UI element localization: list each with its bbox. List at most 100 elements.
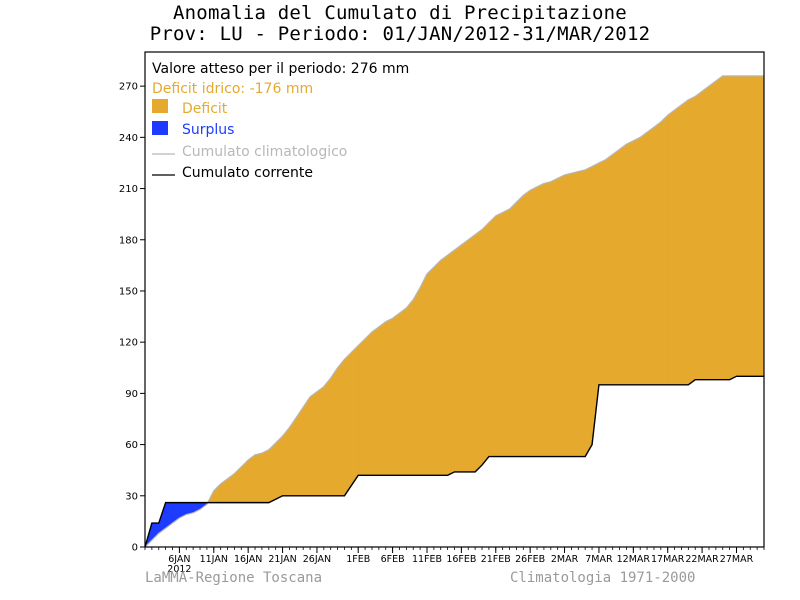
x-tick-label: 12MAR xyxy=(617,554,651,565)
deficit-area xyxy=(667,109,675,386)
deficit-area xyxy=(605,153,613,386)
deficit-area xyxy=(364,331,373,476)
deficit-area xyxy=(674,104,682,386)
deficit-area xyxy=(660,114,669,386)
deficit-area xyxy=(681,99,689,386)
deficit-area xyxy=(254,452,263,503)
deficit-area xyxy=(426,266,435,476)
deficit-area xyxy=(440,254,448,476)
deficit-area xyxy=(639,131,648,386)
deficit-area xyxy=(433,259,442,476)
deficit-area xyxy=(736,75,744,377)
deficit-area xyxy=(399,307,407,476)
deficit-area xyxy=(626,140,634,386)
x-tick-label: 22MAR xyxy=(685,554,719,565)
deficit-area xyxy=(516,194,524,457)
deficit-area xyxy=(392,312,400,476)
deficit-area xyxy=(412,286,421,476)
legend: Valore atteso per il periodo: 276 mm Def… xyxy=(152,61,409,181)
deficit-area xyxy=(220,478,228,503)
deficit-area xyxy=(344,351,352,497)
deficit-area xyxy=(653,121,662,386)
legend-deficit-swatch xyxy=(152,99,168,113)
x-tick-label: 11FEB xyxy=(412,554,442,565)
deficit-area xyxy=(529,186,538,457)
deficit-area xyxy=(247,454,256,503)
deficit-area xyxy=(406,298,414,476)
chart-title: Anomalia del Cumulato di Precipitazione xyxy=(173,2,627,24)
x-tick-label: 27MAR xyxy=(720,554,754,565)
legend-surplus-label: Surplus xyxy=(182,122,234,138)
deficit-area xyxy=(694,90,703,381)
deficit-area xyxy=(330,366,338,497)
deficit-area xyxy=(708,80,717,381)
deficit-area xyxy=(454,244,462,473)
deficit-area xyxy=(646,126,655,386)
deficit-area xyxy=(722,75,730,381)
deficit-area xyxy=(619,143,627,386)
deficit-area xyxy=(323,377,332,497)
deficit-area xyxy=(378,321,387,476)
deficit-area xyxy=(261,449,270,503)
deficit-area xyxy=(474,228,483,473)
deficit-area xyxy=(591,162,600,445)
deficit-area xyxy=(275,435,283,500)
deficit-area xyxy=(564,172,572,457)
y-tick-label: 240 xyxy=(119,133,138,144)
deficit-area xyxy=(557,174,565,457)
deficit-area xyxy=(502,208,510,457)
deficit-area xyxy=(536,182,545,457)
footer-credit: LaMMA-Regione Toscana xyxy=(145,570,323,586)
legend-deficit-text: Deficit idrico: -176 mm xyxy=(152,81,313,97)
y-axis: 0 30 60 90 120 150 180 210 240 270 xyxy=(119,82,145,554)
deficit-area xyxy=(268,442,276,504)
legend-expected-text: Valore atteso per il periodo: 276 mm xyxy=(152,61,409,77)
legend-surplus-swatch xyxy=(152,121,168,135)
x-tick-label: 17MAR xyxy=(651,554,685,565)
deficit-area xyxy=(688,95,696,386)
x-tick-label: 1FEB xyxy=(346,554,370,565)
deficit-area xyxy=(749,75,758,377)
deficit-area xyxy=(371,326,380,476)
x-tick-label: 6JAN xyxy=(168,554,190,565)
x-tick-label: 16JAN xyxy=(234,554,262,565)
footer-climatology: Climatologia 1971-2000 xyxy=(510,570,696,586)
x-tick-label: 6FEB xyxy=(381,554,405,565)
y-tick-label: 0 xyxy=(132,543,138,554)
y-tick-label: 150 xyxy=(119,286,138,297)
x-axis: 6JAN 11JAN 16JAN 21JAN 26JAN 1FEB 6FEB 11FEB 16F… xyxy=(144,547,765,575)
deficit-area xyxy=(296,406,304,497)
x-tick-label: 7MAR xyxy=(585,554,613,565)
deficit-area xyxy=(495,211,503,457)
y-tick-label: 30 xyxy=(125,491,138,502)
x-tick-label: 21JAN xyxy=(268,554,296,565)
deficit-area xyxy=(715,75,724,381)
deficit-area xyxy=(467,234,476,473)
deficit-area xyxy=(577,169,586,457)
x-tick-label: 2MAR xyxy=(551,554,579,565)
deficit-area xyxy=(701,85,710,381)
legend-clim-label: Cumulato climatologico xyxy=(182,144,347,160)
deficit-area xyxy=(543,181,552,457)
deficit-area xyxy=(447,249,455,476)
y-tick-label: 210 xyxy=(119,184,138,195)
chart-lines xyxy=(144,75,764,548)
deficit-area xyxy=(729,75,737,381)
legend-current-label: Cumulato corrente xyxy=(182,165,313,181)
deficit-area xyxy=(571,171,579,457)
deficit-area xyxy=(337,358,345,497)
y-tick-label: 270 xyxy=(119,82,138,93)
climatological-line xyxy=(144,75,764,548)
surplus-area xyxy=(151,522,160,541)
y-tick-label: 90 xyxy=(125,389,138,400)
deficit-area xyxy=(385,317,393,476)
deficit-area xyxy=(351,344,359,487)
deficit-area xyxy=(316,385,325,497)
y-tick-label: 180 xyxy=(119,235,138,246)
deficit-area xyxy=(756,75,765,377)
deficit-area xyxy=(481,221,490,466)
deficit-area xyxy=(598,159,607,386)
current-line xyxy=(144,375,764,548)
